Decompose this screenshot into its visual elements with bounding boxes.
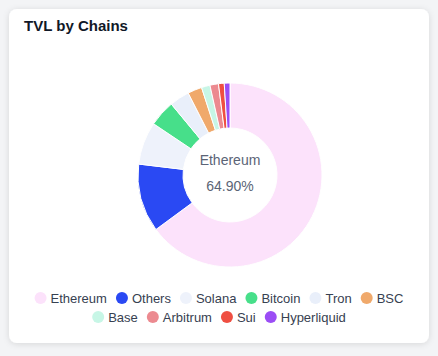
slices — [138, 83, 322, 267]
legend-label: Others — [132, 291, 172, 306]
center-value: 64.90% — [206, 178, 253, 194]
legend-item: Tron — [309, 291, 351, 306]
legend-swatch — [245, 292, 257, 304]
legend-label: Tron — [325, 291, 351, 306]
legend-swatch — [309, 292, 321, 304]
legend-swatch — [35, 292, 47, 304]
legend-item: Base — [92, 310, 138, 325]
slice — [224, 83, 230, 128]
legend-swatch — [361, 292, 373, 304]
title: TVL by Chains — [24, 17, 128, 34]
legend-swatch — [180, 292, 192, 304]
legend-swatch — [147, 311, 159, 323]
slice — [138, 164, 192, 229]
legend-swatch — [116, 292, 128, 304]
legend-item: Solana — [180, 291, 237, 306]
chart: TVL by Chains Ethereum 64.90% Ethereum Other… — [0, 0, 438, 356]
legend-item: Hyperliquid — [265, 310, 346, 325]
legend-swatch — [92, 311, 104, 323]
legend-label: Hyperliquid — [281, 310, 346, 325]
legend-label: Bitcoin — [261, 291, 300, 306]
legend-item: Arbitrum — [147, 310, 212, 325]
legend: Ethereum Others Solana Bitcoin Tron BSC Base Ar… — [35, 291, 404, 325]
legend-item: BSC — [361, 291, 404, 306]
legend-item: Others — [116, 291, 172, 306]
legend-item: Bitcoin — [245, 291, 300, 306]
legend-label: Solana — [196, 291, 237, 306]
card — [9, 9, 429, 343]
legend-item: Ethereum — [35, 291, 107, 306]
legend-swatch — [265, 311, 277, 323]
center-label: Ethereum — [200, 152, 261, 168]
legend-label: BSC — [377, 291, 404, 306]
legend-item: Sui — [221, 310, 256, 325]
legend-swatch — [221, 311, 233, 323]
legend-label: Ethereum — [51, 291, 107, 306]
legend-label: Arbitrum — [163, 310, 212, 325]
legend-label: Sui — [237, 310, 256, 325]
legend-label: Base — [108, 310, 138, 325]
